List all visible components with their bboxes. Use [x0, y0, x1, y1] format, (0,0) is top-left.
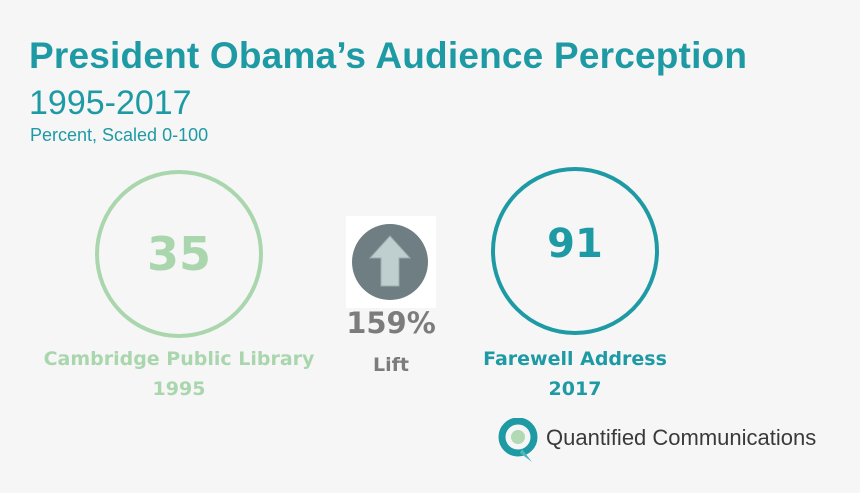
label-2017-year: 2017 [548, 378, 602, 400]
label-2017-venue: Farewell Address [483, 348, 667, 370]
quantified-logo-icon [498, 418, 538, 462]
value-2017: 91 [547, 221, 603, 267]
chart-subtitle: 1995-2017 [29, 84, 192, 122]
value-1995: 35 [146, 227, 211, 281]
lift-label: Lift [373, 354, 409, 376]
up-arrow-icon [352, 224, 428, 300]
label-1995: Cambridge Public Library 1995 [24, 344, 334, 404]
chart-title: President Obama’s Audience Perception [29, 35, 748, 76]
value-circle-1995: 35 [95, 170, 263, 338]
scale-note: Percent, Scaled 0-100 [30, 125, 209, 145]
label-2017: Farewell Address 2017 [460, 344, 690, 404]
value-circle-2017: 91 [491, 167, 659, 335]
lift-arrow-box [346, 216, 436, 308]
label-1995-year: 1995 [152, 378, 206, 400]
label-1995-venue: Cambridge Public Library [43, 348, 315, 370]
lift-percent: 159% [346, 306, 436, 340]
brand-name: Quantified Communications [546, 425, 817, 450]
